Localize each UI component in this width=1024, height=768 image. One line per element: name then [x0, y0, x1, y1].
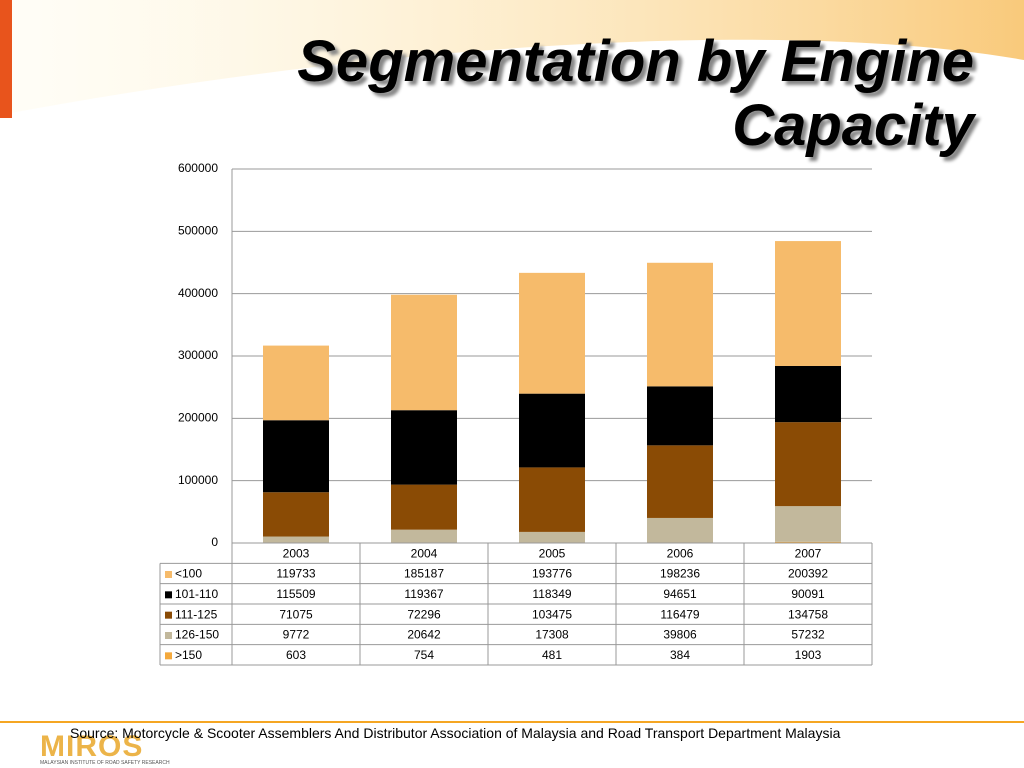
table-value: 115509: [276, 587, 315, 601]
bar-segment: [263, 420, 329, 493]
table-value: 481: [542, 648, 562, 662]
legend-swatch: [165, 591, 172, 599]
table-value: 72296: [407, 607, 441, 621]
table-value: 134758: [788, 607, 828, 621]
bar-segment: [263, 492, 329, 537]
bar-segment: [391, 410, 457, 485]
legend-label: 101-110: [175, 587, 218, 601]
x-tick-label: 2007: [795, 546, 822, 560]
legend-swatch: [165, 652, 172, 660]
legend-swatch: [165, 611, 172, 619]
bar-segment: [775, 541, 841, 543]
x-tick-label: 2005: [539, 546, 566, 560]
header-accent: [0, 0, 12, 118]
table-value: 20642: [407, 628, 441, 642]
table-value: 39806: [663, 628, 697, 642]
table-value: 71075: [279, 607, 313, 621]
table-value: 116479: [660, 607, 699, 621]
bar-segment: [647, 262, 713, 387]
legend-label: 126-150: [175, 628, 219, 642]
bar-segment: [647, 517, 713, 543]
table-value: 103475: [532, 607, 572, 621]
table-value: 119733: [276, 567, 315, 581]
legend-label: 111-125: [175, 607, 218, 621]
y-tick-label: 300000: [178, 348, 218, 362]
bar-segment: [775, 241, 841, 366]
bar-segment: [519, 272, 585, 394]
legend-label: >150: [175, 648, 202, 662]
source-note: Source: Motorcycle & Scooter Assemblers …: [70, 725, 841, 741]
table-value: 94651: [663, 587, 697, 601]
bar-segment: [775, 365, 841, 423]
logo-subtitle: MALAYSIAN INSTITUTE OF ROAD SAFETY RESEA…: [40, 760, 170, 766]
table-value: 384: [670, 648, 690, 662]
table-value: 9772: [283, 628, 310, 642]
table-value: 603: [286, 648, 306, 662]
table-value: 90091: [791, 587, 825, 601]
bar-segment: [519, 467, 585, 532]
table-value: 754: [414, 648, 434, 662]
y-tick-label: 200000: [178, 411, 218, 425]
bar-segment: [391, 484, 457, 530]
legend-label: <100: [175, 567, 202, 581]
x-tick-label: 2006: [667, 546, 694, 560]
bar-segment: [263, 536, 329, 543]
y-tick-label: 0: [211, 535, 218, 549]
table-value: 1903: [795, 648, 822, 662]
table-value: 185187: [404, 567, 444, 581]
slide-title: Segmentation by Engine Capacity: [297, 29, 974, 158]
header-swoosh: [0, 0, 1024, 115]
bar-segment: [263, 345, 329, 421]
plot: 0 100000 200000 300000 400000 500000 600000 200…: [159, 161, 873, 666]
bar-segment: [519, 393, 585, 468]
bar-segment: [391, 529, 457, 543]
y-tick-label: 100000: [178, 473, 218, 487]
bar-segment: [519, 531, 585, 543]
x-tick-label: 2003: [283, 546, 310, 560]
legend-swatch: [165, 571, 172, 578]
bar-segment: [775, 422, 841, 507]
y-tick-label: 600000: [178, 161, 218, 175]
logo: MIROS: [40, 730, 144, 763]
table-value: 17308: [535, 628, 569, 642]
table-value: 119367: [404, 587, 443, 601]
bar-segment: [391, 294, 457, 411]
y-tick-label: 400000: [178, 286, 218, 300]
bar-segment: [775, 506, 841, 542]
table-value: 57232: [791, 628, 825, 642]
table-value: 200392: [788, 567, 828, 581]
table-value: 118349: [532, 587, 571, 601]
table-value: 198236: [660, 567, 700, 581]
y-tick-label: 500000: [178, 224, 218, 238]
bar-segment: [647, 386, 713, 446]
legend-swatch: [165, 632, 172, 639]
x-tick-label: 2004: [411, 546, 438, 560]
table-value: 193776: [532, 567, 572, 581]
bar-segment: [647, 445, 713, 518]
